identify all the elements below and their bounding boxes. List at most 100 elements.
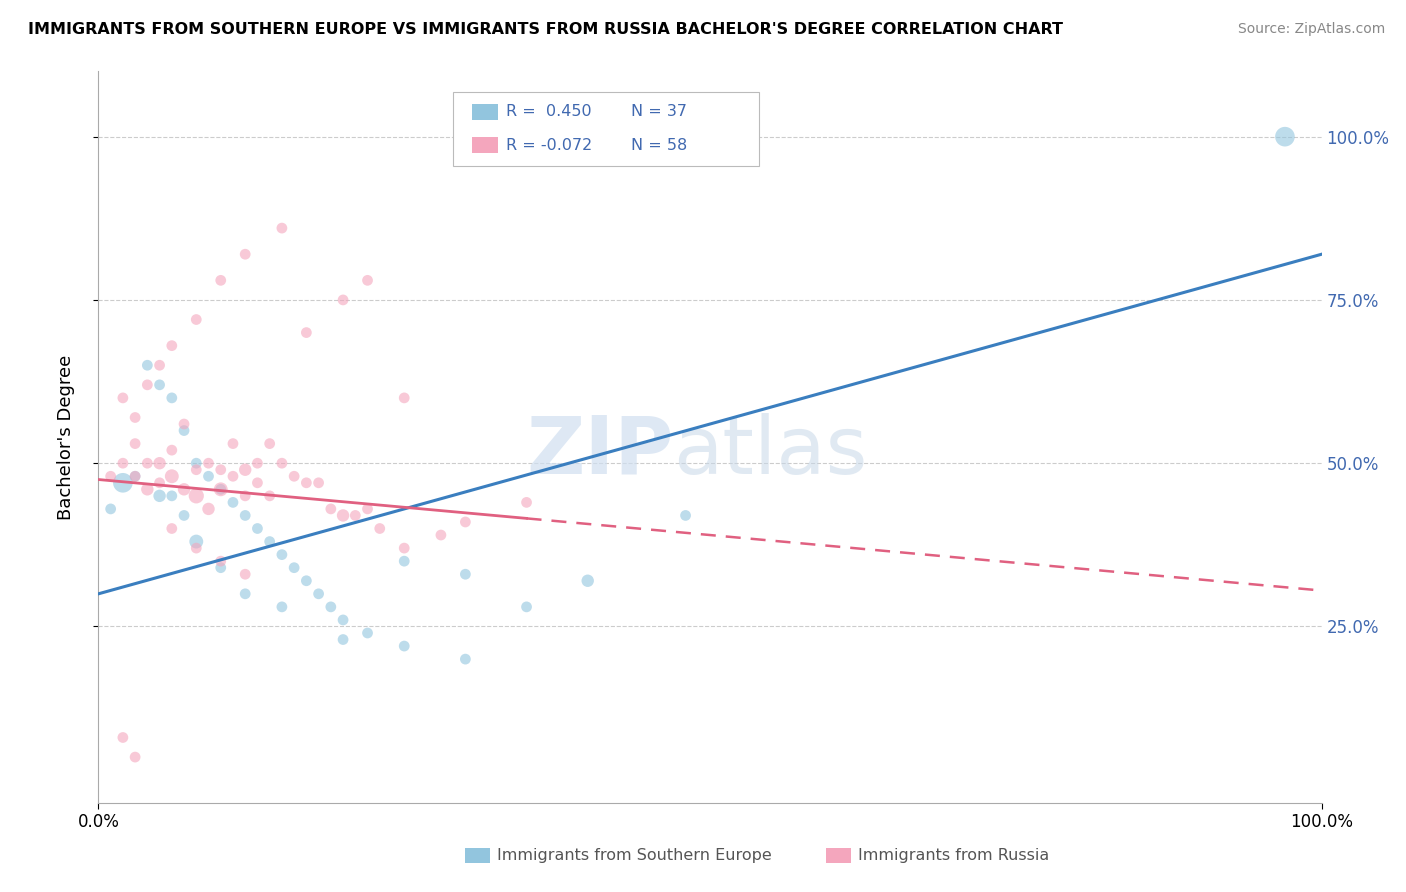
Point <box>233 587 256 601</box>
Point <box>454 515 477 529</box>
Point <box>173 483 195 497</box>
Point <box>270 221 294 235</box>
Point <box>233 567 256 582</box>
Point <box>111 475 134 490</box>
FancyBboxPatch shape <box>827 848 851 863</box>
Point <box>124 469 146 483</box>
Point <box>160 443 183 458</box>
Text: ZIP: ZIP <box>526 413 673 491</box>
Point <box>222 469 245 483</box>
Point <box>259 489 281 503</box>
Point <box>356 273 378 287</box>
Point <box>149 377 172 392</box>
Point <box>283 469 305 483</box>
Point <box>430 528 453 542</box>
Text: R = -0.072: R = -0.072 <box>506 137 592 153</box>
Point <box>233 489 256 503</box>
Point <box>392 639 416 653</box>
Point <box>124 469 146 483</box>
Point <box>270 456 294 470</box>
Point <box>136 483 159 497</box>
Point <box>356 626 378 640</box>
Point <box>246 456 269 470</box>
Point <box>124 750 146 764</box>
Point <box>259 534 281 549</box>
Point <box>295 326 318 340</box>
Point <box>197 456 219 470</box>
Point <box>124 410 146 425</box>
Point <box>454 652 477 666</box>
Point <box>283 560 305 574</box>
Point <box>100 469 122 483</box>
Point <box>149 489 172 503</box>
Y-axis label: Bachelor's Degree: Bachelor's Degree <box>56 354 75 520</box>
Point <box>332 508 354 523</box>
Point <box>160 521 183 535</box>
Point <box>319 599 342 614</box>
Point <box>222 436 245 450</box>
Point <box>136 358 159 372</box>
Point <box>675 508 697 523</box>
Point <box>111 731 134 745</box>
Point <box>209 483 232 497</box>
Point <box>173 508 195 523</box>
Point <box>160 469 183 483</box>
Point <box>392 554 416 568</box>
FancyBboxPatch shape <box>471 103 498 120</box>
Text: N = 37: N = 37 <box>630 104 686 120</box>
Point <box>149 475 172 490</box>
Point <box>111 456 134 470</box>
Point <box>246 475 269 490</box>
Point <box>186 534 208 549</box>
Point <box>1274 129 1296 144</box>
Point <box>100 502 122 516</box>
FancyBboxPatch shape <box>465 848 489 863</box>
Text: Source: ZipAtlas.com: Source: ZipAtlas.com <box>1237 22 1385 37</box>
Point <box>209 483 232 497</box>
Point <box>160 338 183 352</box>
FancyBboxPatch shape <box>471 137 498 153</box>
Point <box>308 587 330 601</box>
Point <box>186 541 208 555</box>
Point <box>332 613 354 627</box>
Point <box>270 548 294 562</box>
Point <box>576 574 599 588</box>
FancyBboxPatch shape <box>453 92 759 167</box>
Point <box>160 391 183 405</box>
Point <box>246 521 269 535</box>
Point <box>136 456 159 470</box>
Point <box>515 495 537 509</box>
Point <box>259 436 281 450</box>
Point <box>136 377 159 392</box>
Point <box>233 247 256 261</box>
Text: atlas: atlas <box>673 413 868 491</box>
Point <box>356 502 378 516</box>
Point <box>222 495 245 509</box>
Point <box>308 475 330 490</box>
Point <box>149 456 172 470</box>
Point <box>332 293 354 307</box>
Point <box>209 273 232 287</box>
Point <box>173 424 195 438</box>
Point <box>186 312 208 326</box>
Text: Immigrants from Russia: Immigrants from Russia <box>858 848 1049 863</box>
Text: IMMIGRANTS FROM SOUTHERN EUROPE VS IMMIGRANTS FROM RUSSIA BACHELOR'S DEGREE CORR: IMMIGRANTS FROM SOUTHERN EUROPE VS IMMIG… <box>28 22 1063 37</box>
Point <box>392 391 416 405</box>
Point <box>332 632 354 647</box>
Point <box>209 554 232 568</box>
Point <box>454 567 477 582</box>
Point <box>233 463 256 477</box>
Text: N = 58: N = 58 <box>630 137 686 153</box>
Point <box>515 599 537 614</box>
Point <box>319 502 342 516</box>
Point <box>124 436 146 450</box>
Point <box>160 489 183 503</box>
Point <box>209 463 232 477</box>
Point <box>197 502 219 516</box>
Point <box>186 456 208 470</box>
Point <box>149 358 172 372</box>
Point <box>368 521 391 535</box>
Point <box>344 508 367 523</box>
Point <box>295 475 318 490</box>
Point <box>186 489 208 503</box>
